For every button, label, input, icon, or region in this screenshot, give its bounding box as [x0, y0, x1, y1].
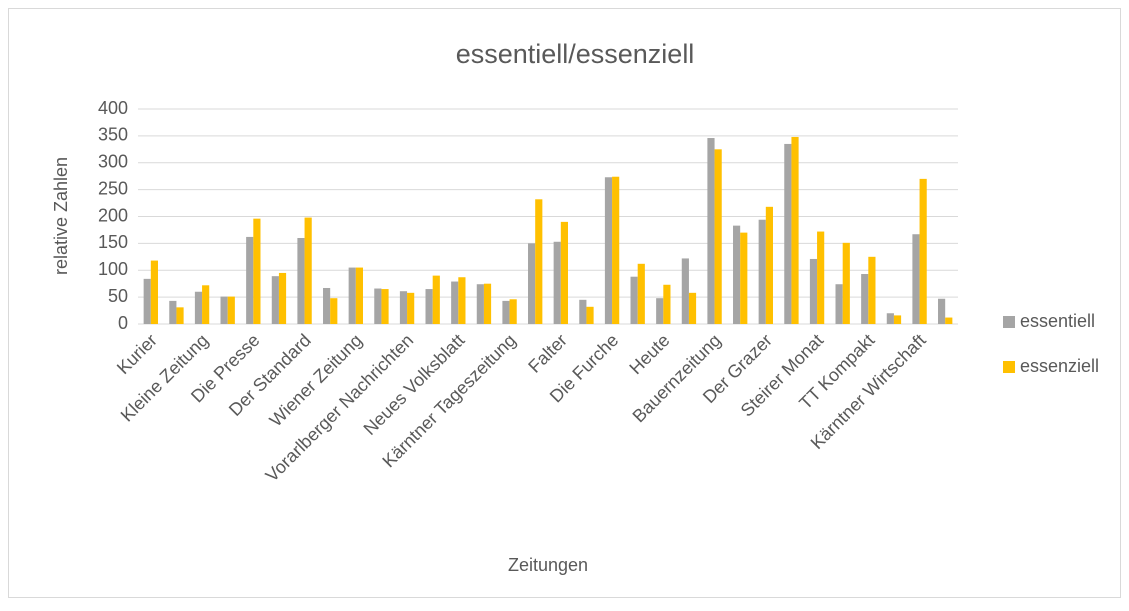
bar	[278, 272, 287, 324]
bar	[407, 292, 415, 324]
legend-swatch	[1003, 361, 1015, 373]
y-tick-label: 350	[98, 125, 128, 145]
bar	[637, 263, 645, 324]
bar	[355, 267, 363, 324]
y-tick-label: 100	[98, 259, 128, 279]
bar	[791, 136, 799, 324]
bar	[817, 231, 825, 324]
bar	[509, 299, 517, 324]
bar	[399, 291, 408, 324]
bar	[169, 300, 177, 324]
y-tick-label: 0	[118, 313, 128, 333]
bar	[630, 276, 638, 324]
bar	[714, 149, 722, 324]
bar	[253, 218, 261, 324]
bar	[202, 285, 210, 324]
bar	[733, 225, 741, 324]
bar	[861, 274, 869, 324]
bar	[458, 277, 466, 324]
bar	[553, 241, 561, 324]
bar	[220, 296, 228, 324]
legend-label: essenziell	[1020, 356, 1099, 376]
bar	[304, 217, 312, 324]
bar	[740, 232, 748, 324]
bar	[612, 176, 620, 324]
bar	[432, 275, 440, 324]
legend-label: essentiell	[1020, 311, 1095, 331]
bar	[758, 219, 766, 324]
bar	[707, 138, 715, 324]
x-axis-title: Zeitungen	[508, 555, 588, 575]
bar	[809, 258, 818, 324]
bar	[483, 283, 492, 324]
bar	[586, 306, 594, 324]
bar	[835, 284, 843, 324]
bar	[227, 296, 235, 324]
bar	[348, 267, 356, 324]
y-tick-label: 250	[98, 178, 128, 198]
bar	[868, 256, 876, 324]
bar	[681, 258, 689, 324]
bar	[604, 177, 613, 324]
bar	[842, 242, 850, 324]
bar	[535, 199, 543, 324]
bar	[945, 317, 953, 324]
bar	[150, 260, 158, 324]
bar	[194, 291, 203, 324]
bar	[938, 298, 946, 324]
bar	[374, 288, 382, 324]
y-axis-title: relative Zahlen	[51, 157, 71, 275]
bar	[688, 292, 697, 324]
bar	[886, 313, 894, 324]
bar	[476, 284, 484, 324]
bar	[271, 276, 279, 324]
bar	[143, 278, 151, 324]
bar	[912, 234, 920, 324]
bar	[330, 298, 338, 324]
bar	[579, 299, 587, 324]
bar	[176, 307, 184, 324]
bar	[663, 284, 671, 324]
bar	[784, 143, 792, 324]
bar	[656, 298, 664, 324]
chart-title: essentiell/essenziell	[456, 39, 695, 69]
bar	[425, 289, 433, 324]
legend-swatch	[1003, 316, 1015, 328]
y-tick-label: 150	[98, 232, 128, 252]
bar	[246, 236, 254, 324]
bar	[893, 315, 902, 324]
bar	[381, 289, 389, 324]
bar	[451, 281, 459, 324]
y-tick-label: 50	[108, 286, 128, 306]
y-tick-label: 400	[98, 98, 128, 118]
bar	[502, 300, 510, 324]
bar	[765, 206, 773, 324]
bar	[323, 287, 331, 324]
bar	[297, 238, 305, 324]
y-tick-label: 200	[98, 205, 128, 225]
bar	[528, 243, 536, 324]
y-tick-label: 300	[98, 152, 128, 172]
bar	[560, 221, 568, 324]
bar	[919, 178, 927, 324]
